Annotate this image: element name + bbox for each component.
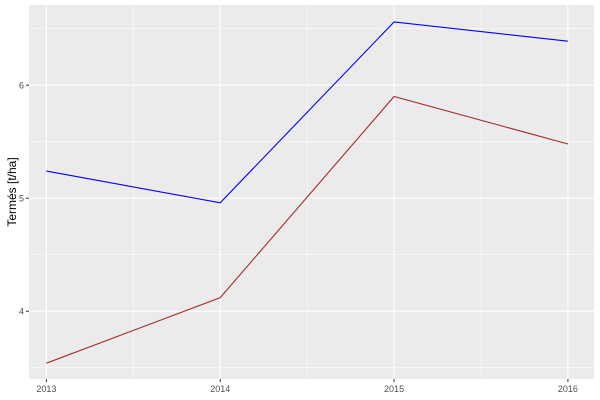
x-tick-label: 2013 [36, 384, 56, 394]
y-axis-label: Termés [t/ha] [5, 157, 19, 226]
series-lines [46, 21, 569, 364]
series-line-1 [46, 21, 568, 204]
y-tick-label: 6 [19, 81, 24, 91]
axes: 4 5 6 2013 2014 2015 2016 [19, 81, 578, 394]
x-tick-label: 2015 [384, 384, 404, 394]
y-tick-label: 5 [19, 194, 24, 204]
x-tick-label: 2016 [558, 384, 578, 394]
grid-lines [29, 5, 594, 379]
y-tick-label: 4 [19, 307, 24, 317]
x-tick-label: 2014 [210, 384, 230, 394]
series-line-2 [46, 95, 569, 364]
